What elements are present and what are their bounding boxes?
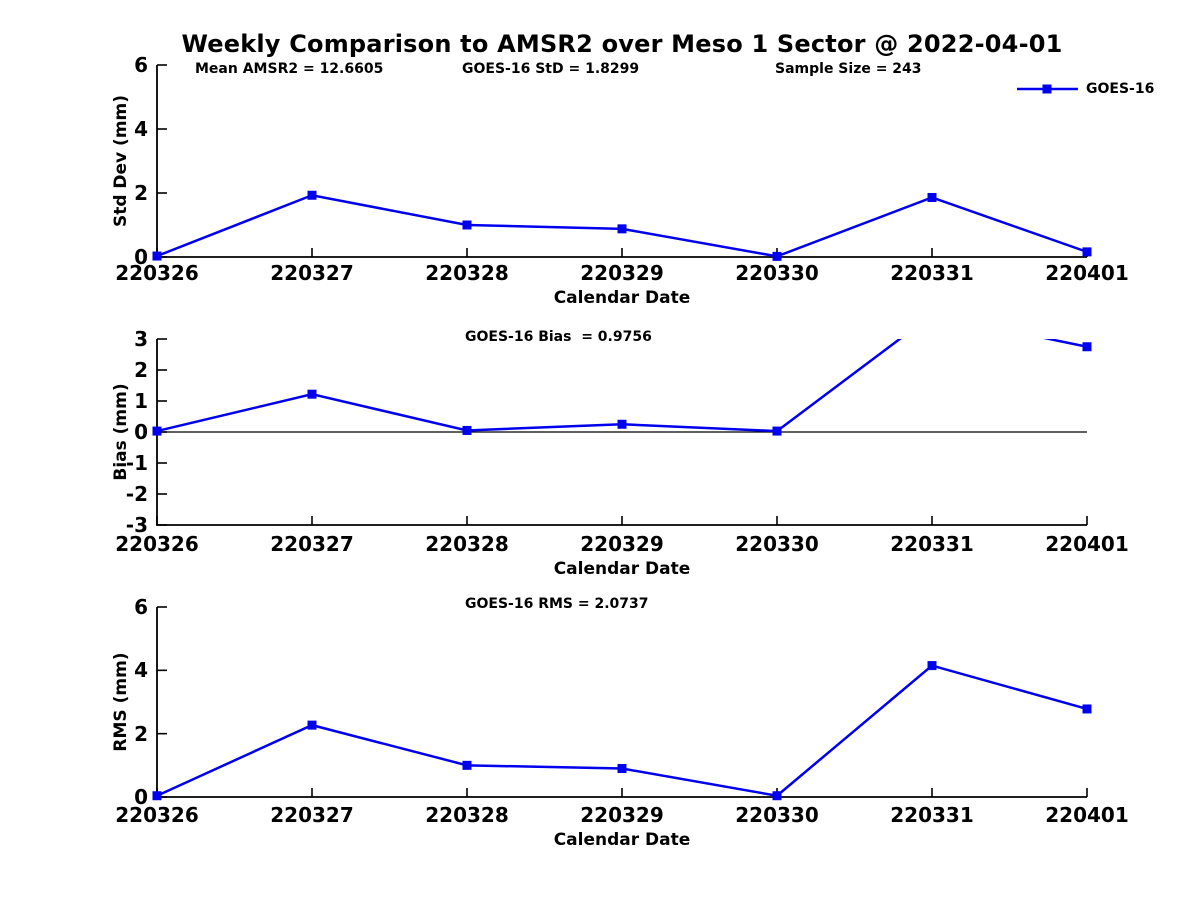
x-tick-label-bias: 220327 (270, 532, 354, 556)
data-point-marker-bias (1082, 342, 1092, 352)
y-tick-label-bias: 0 (134, 420, 148, 444)
y-tick-label-bias: -3 (125, 513, 148, 537)
data-point-marker-bias (152, 426, 162, 436)
y-tick-label-bias: 1 (134, 389, 148, 413)
y-tick-label-std-dev: 6 (134, 53, 148, 77)
stat-goes16-std: GOES-16 StD = 1.8299 (462, 61, 640, 77)
y-tick-label-rms: 0 (134, 785, 148, 809)
data-point-marker-std-dev (617, 224, 627, 234)
y-tick-label-bias: -1 (125, 451, 148, 475)
yaxis-title-rms: RMS (mm) (111, 652, 131, 752)
y-tick-label-rms: 6 (134, 595, 148, 619)
data-point-marker-std-dev (462, 220, 472, 230)
x-tick-label-std-dev: 220329 (580, 261, 664, 285)
chart-title: Weekly Comparison to AMSR2 over Meso 1 S… (181, 30, 1063, 58)
data-point-marker-rms (617, 764, 627, 773)
x-tick-label-std-dev: 220327 (270, 261, 354, 285)
data-point-marker-rms (462, 760, 472, 770)
x-tick-label-bias: 220331 (890, 532, 974, 556)
y-tick-label-std-dev: 4 (134, 117, 148, 141)
x-tick-label-rms: 220331 (890, 803, 974, 827)
x-tick-label-bias: 220328 (425, 532, 509, 556)
y-tick-label-bias: -2 (125, 482, 148, 506)
data-point-marker-rms (1082, 704, 1092, 714)
data-point-marker-bias (462, 425, 472, 435)
x-tick-label-bias: 220326 (115, 532, 199, 556)
x-tick-label-bias: 220401 (1045, 532, 1129, 556)
x-tick-label-rms: 220329 (580, 803, 664, 827)
data-point-marker-std-dev (152, 251, 162, 261)
stat-sample-size: Sample Size = 243 (775, 61, 922, 77)
x-tick-label-rms: 220401 (1045, 803, 1129, 827)
data-point-marker-rms (927, 661, 937, 671)
x-tick-label-bias: 220329 (580, 532, 664, 556)
data-point-marker-std-dev (1082, 247, 1092, 257)
xaxis-title-std-dev: Calendar Date (553, 288, 691, 308)
x-tick-label-std-dev: 220331 (890, 261, 974, 285)
data-point-marker-std-dev (927, 192, 937, 202)
x-tick-label-rms: 220326 (115, 803, 199, 827)
data-point-marker-std-dev (307, 190, 317, 200)
data-point-marker-bias (307, 389, 317, 399)
legend-marker-sample (1042, 84, 1052, 94)
x-tick-label-std-dev: 220328 (425, 261, 509, 285)
stat-mean-amsr2: Mean AMSR2 = 12.6605 (195, 61, 384, 77)
data-point-marker-rms (307, 720, 317, 730)
x-tick-label-std-dev: 220326 (115, 261, 199, 285)
data-point-marker-rms (772, 791, 782, 801)
annotation-rms: GOES-16 RMS = 2.0737 (465, 596, 649, 612)
x-tick-label-std-dev: 220401 (1045, 261, 1129, 285)
y-tick-label-bias: 3 (134, 327, 148, 351)
y-tick-label-std-dev: 2 (134, 181, 148, 205)
x-tick-label-rms: 220330 (735, 803, 819, 827)
y-tick-label-rms: 4 (134, 658, 148, 683)
xaxis-title-rms: Calendar Date (553, 830, 691, 850)
data-point-marker-bias (772, 426, 782, 436)
annotation-bias: GOES-16 Bias = 0.9756 (465, 329, 652, 345)
xaxis-title-bias: Calendar Date (553, 559, 691, 579)
x-tick-label-bias: 220330 (735, 532, 819, 556)
x-tick-label-rms: 220328 (425, 803, 509, 827)
y-tick-label-std-dev: 0 (134, 245, 148, 269)
y-tick-label-rms: 2 (134, 721, 148, 746)
yaxis-title-std-dev: Std Dev (mm) (111, 94, 131, 228)
data-point-marker-bias (617, 419, 627, 429)
data-point-marker-std-dev (772, 251, 782, 261)
legend-series-label: GOES-16 (1086, 81, 1155, 97)
y-tick-label-bias: 2 (134, 358, 148, 382)
x-tick-label-rms: 220327 (270, 803, 354, 827)
data-point-marker-rms (152, 791, 162, 801)
x-tick-label-std-dev: 220330 (735, 261, 819, 285)
data-line-rms (156, 664, 1088, 798)
